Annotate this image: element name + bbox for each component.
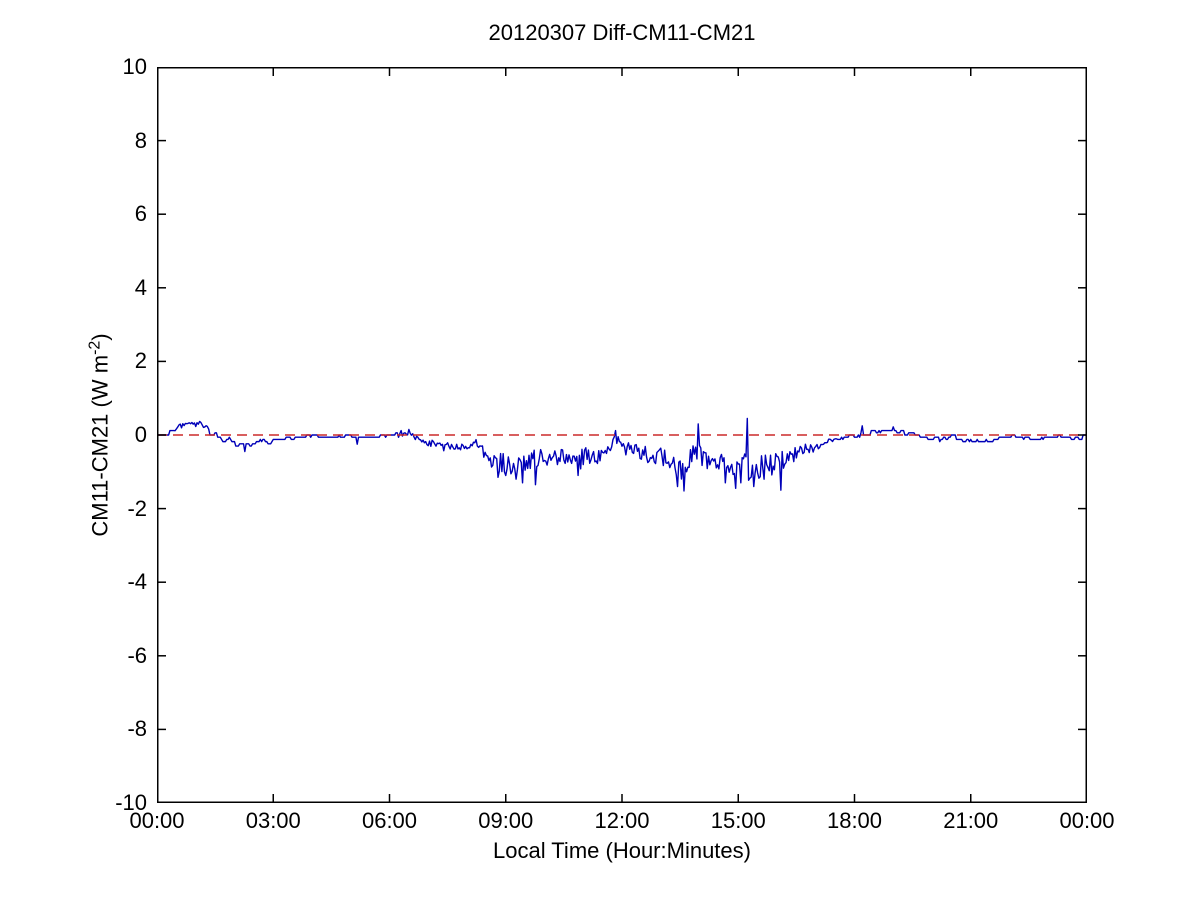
- x-tick-label: 00:00: [1059, 808, 1115, 833]
- y-tick-label: 2: [134, 348, 147, 374]
- chart-title: 20120307 Diff-CM11-CM21: [488, 20, 756, 45]
- plot-area: [157, 67, 1087, 803]
- y-tick-label: 0: [134, 422, 147, 447]
- y-tick-label: 8: [134, 127, 147, 153]
- x-tick-label: 03:00: [245, 808, 301, 833]
- x-tick-label: 12:00: [594, 808, 650, 833]
- y-tick-label: -4: [127, 569, 147, 595]
- y-tick-label: 4: [134, 274, 147, 300]
- y-axis-label-text: CM11-CM21 (W m: [87, 354, 113, 537]
- series-group: [157, 417, 1087, 492]
- y-tick-label: 6: [134, 201, 147, 227]
- x-tick-label: 00:00: [129, 808, 185, 833]
- x-tick-label: 06:00: [361, 808, 418, 833]
- y-axis-label-suffix: ): [87, 333, 113, 341]
- series-diff-line: [157, 417, 1087, 492]
- y-tick-label: -6: [127, 642, 147, 668]
- y-axis-label-superscript: -2: [86, 340, 104, 355]
- y-tick-label: 10: [122, 54, 147, 79]
- y-tick-label: -2: [127, 495, 147, 521]
- axes-box: [157, 67, 1087, 803]
- y-tick-label: -10: [115, 790, 147, 815]
- x-tick-label: 15:00: [710, 808, 766, 833]
- x-tick-label: 18:00: [826, 808, 883, 833]
- x-tick-label: 09:00: [478, 808, 534, 833]
- x-axis-label: Local Time (Hour:Minutes): [493, 838, 751, 863]
- y-tick-label: -8: [127, 716, 147, 742]
- y-axis-label: CM11-CM21 (W m-2): [86, 333, 113, 536]
- x-tick-label: 21:00: [943, 808, 999, 833]
